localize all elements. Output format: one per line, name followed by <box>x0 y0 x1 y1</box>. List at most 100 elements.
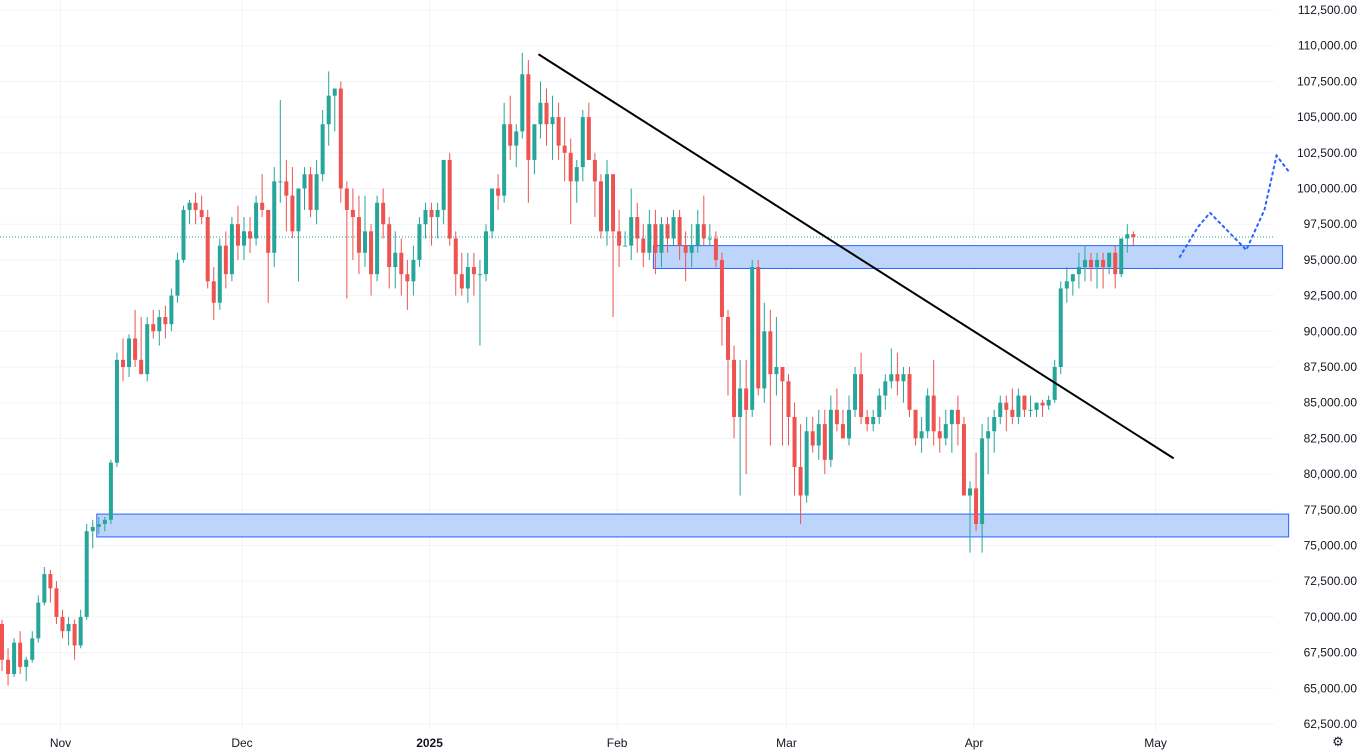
price-tick-label: 72,500.00 <box>1304 574 1358 588</box>
candle-up <box>871 409 876 432</box>
candle-up <box>1070 274 1075 296</box>
price-zone <box>652 245 1284 269</box>
candle-up <box>998 395 1003 425</box>
candle-body <box>726 317 730 360</box>
candle-body <box>853 374 858 410</box>
candle-body <box>405 274 410 282</box>
gear-icon[interactable]: ⚙ <box>1332 734 1344 749</box>
candle-up <box>320 109 325 182</box>
price-tick-label: 82,500.00 <box>1304 431 1358 445</box>
candle-body <box>417 224 422 260</box>
candle-body <box>1028 409 1033 411</box>
candle-down <box>726 309 730 396</box>
time-axis[interactable]: Nov Dec 2025 Feb Mar Apr May <box>50 736 1167 750</box>
candle-down <box>768 309 773 446</box>
candle-body <box>387 224 392 268</box>
candle-body <box>435 209 440 218</box>
candle-body <box>732 359 737 417</box>
candle-body <box>1089 259 1093 268</box>
candle-up <box>78 609 83 649</box>
candle-body <box>235 224 240 246</box>
candle-down <box>1004 395 1009 432</box>
candle-up <box>363 195 367 268</box>
candle-down <box>508 95 513 160</box>
candle-down <box>139 317 144 375</box>
price-tick-label: 97,500.00 <box>1304 217 1358 231</box>
price-tick-label: 90,000.00 <box>1304 324 1358 338</box>
candle-up <box>804 416 809 503</box>
price-tick-label: 62,500.00 <box>1304 717 1358 731</box>
candle-down <box>471 252 476 296</box>
candle-body <box>78 616 83 646</box>
candle-down <box>151 309 156 339</box>
candle-body <box>750 267 755 410</box>
candle-body <box>635 217 640 239</box>
candle-body <box>877 395 882 417</box>
projection-path <box>1178 153 1290 259</box>
candle-up <box>629 188 634 260</box>
candle-body <box>786 381 791 417</box>
candle-up <box>393 231 398 289</box>
candle-body <box>484 231 488 275</box>
candle-up <box>84 524 89 620</box>
candle-body <box>828 409 833 460</box>
candle-body <box>834 409 839 425</box>
candle-up <box>278 99 283 203</box>
candle-body <box>332 88 337 96</box>
candle-body <box>671 217 676 239</box>
candle-down <box>260 174 265 218</box>
price-tick-label: 65,000.00 <box>1304 681 1358 695</box>
candle-body <box>12 642 17 675</box>
candle-body <box>314 174 319 210</box>
candle-down <box>447 152 452 246</box>
candle-body <box>502 124 507 196</box>
candle-up <box>1028 395 1033 417</box>
candle-up <box>1125 224 1130 253</box>
candle-body <box>471 267 476 275</box>
candle-body <box>556 117 561 146</box>
price-tick-label: 77,500.00 <box>1304 503 1358 517</box>
candle-down <box>72 619 77 660</box>
candle-body <box>629 217 634 246</box>
candle-up <box>1107 252 1112 275</box>
time-tick-label: Feb <box>607 736 628 750</box>
candle-body <box>617 231 622 246</box>
candle-body <box>895 374 900 382</box>
candle-body <box>816 424 821 446</box>
candle-body <box>1034 402 1039 410</box>
candle-body <box>665 224 670 239</box>
candle-body <box>532 124 537 160</box>
candle-up <box>254 195 259 246</box>
candle-up <box>1058 281 1063 375</box>
candle-up <box>647 209 652 260</box>
candle-down <box>121 338 125 382</box>
candle-up <box>1046 395 1051 410</box>
candle-up <box>42 566 47 606</box>
candle-up <box>30 631 35 663</box>
candle-body <box>1131 234 1136 238</box>
candle-up <box>919 416 924 453</box>
candle-body <box>514 131 519 146</box>
candle-down <box>387 217 392 289</box>
candle-up <box>272 167 277 268</box>
candle-down <box>592 152 597 218</box>
candle-body <box>986 431 991 439</box>
candle-body <box>1119 238 1124 275</box>
candle-down <box>199 195 204 225</box>
candle-up <box>1064 267 1069 303</box>
candle-down <box>834 388 839 432</box>
candle-down <box>907 367 912 417</box>
candle-up <box>1016 388 1021 425</box>
price-axis[interactable]: 112,500.00 110,000.00 107,500.00 105,000.00… <box>1297 3 1357 731</box>
candle-body <box>1076 267 1081 275</box>
time-tick-label: Apr <box>965 736 984 750</box>
candle-body <box>363 231 367 253</box>
candle-body <box>738 388 743 417</box>
candle-body <box>1070 274 1075 282</box>
candle-body <box>266 209 271 253</box>
candle-body <box>508 124 513 146</box>
candle-down <box>429 202 434 246</box>
price-zone <box>96 513 1290 538</box>
candle-down <box>308 167 313 218</box>
